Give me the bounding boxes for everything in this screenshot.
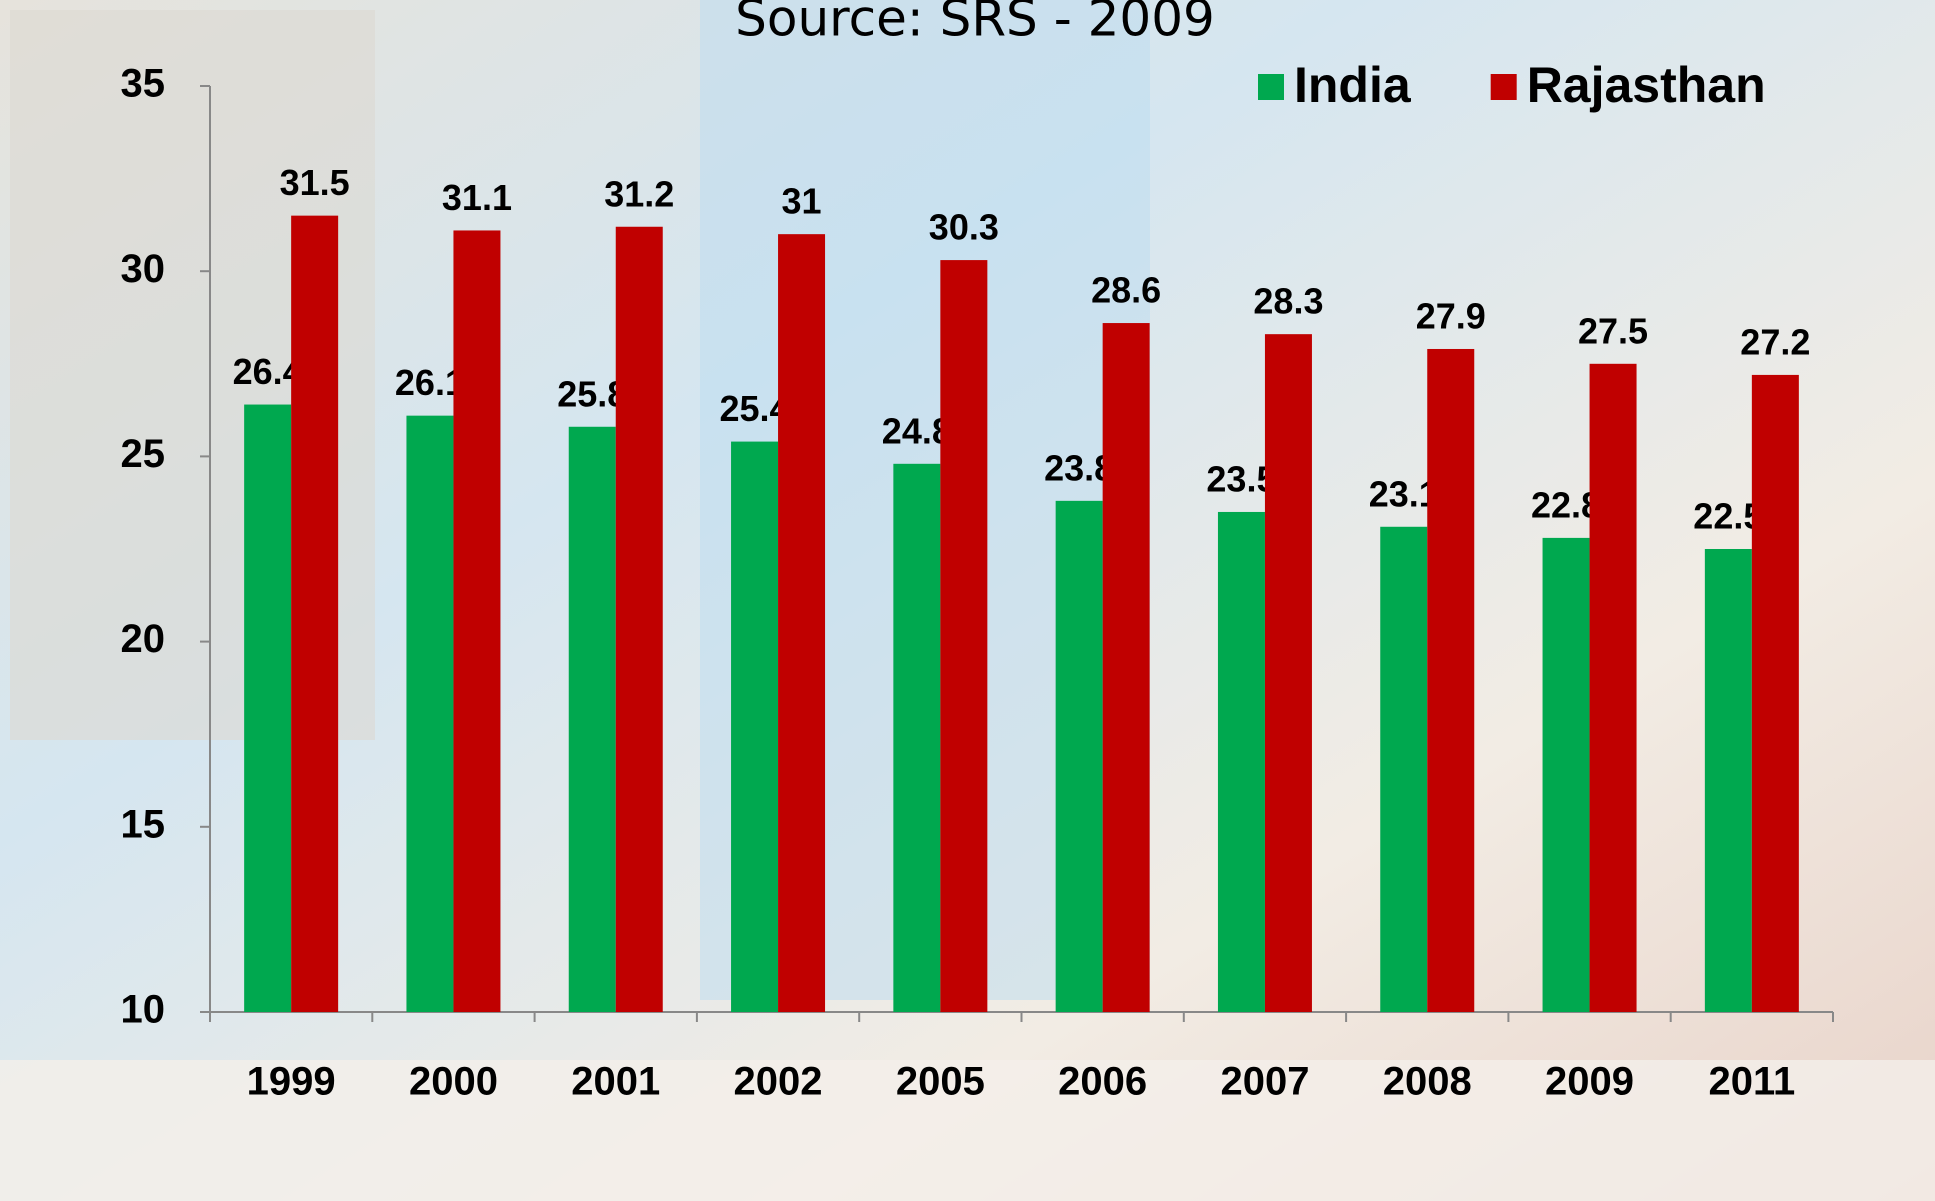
bar <box>1751 374 1799 1012</box>
x-tick-label: 2007 <box>1220 1060 1309 1104</box>
bar <box>1380 526 1428 1012</box>
bar <box>893 463 941 1013</box>
value-label: 31.1 <box>442 177 512 218</box>
bar <box>778 234 826 1012</box>
value-label: 25.8 <box>557 373 627 414</box>
value-label: 23.8 <box>1044 447 1114 488</box>
bar <box>940 260 988 1012</box>
value-label: 23.5 <box>1206 458 1276 499</box>
y-tick-label: 35 <box>121 62 166 106</box>
bar <box>244 404 292 1012</box>
value-label: 28.6 <box>1091 270 1161 311</box>
bar <box>1217 511 1265 1012</box>
legend-swatch <box>1258 74 1284 100</box>
value-label: 25.4 <box>720 388 790 429</box>
legend-label: India <box>1294 57 1412 113</box>
value-label: 31.2 <box>604 173 674 214</box>
y-tick-label: 10 <box>121 988 166 1032</box>
x-tick-label: 2001 <box>571 1060 660 1104</box>
value-label: 31 <box>782 181 822 222</box>
bar <box>1264 334 1312 1013</box>
bar <box>1542 537 1590 1012</box>
x-tick-label: 2000 <box>409 1060 498 1104</box>
legend-swatch <box>1490 74 1517 100</box>
bar <box>1427 348 1475 1012</box>
value-label: 23.1 <box>1369 473 1439 514</box>
bar <box>615 226 663 1012</box>
value-label: 26.1 <box>395 362 465 403</box>
value-label: 26.4 <box>233 351 303 392</box>
bar <box>731 441 779 1013</box>
bar <box>1055 500 1103 1012</box>
chart-title: Source: SRS - 2009 <box>735 0 1215 48</box>
background-ground <box>0 1060 1935 1201</box>
bar <box>1589 363 1637 1012</box>
x-tick-label: 2009 <box>1545 1060 1634 1104</box>
value-label: 27.9 <box>1416 295 1486 336</box>
y-tick-label: 15 <box>121 802 166 846</box>
value-label: 27.2 <box>1740 321 1810 362</box>
value-label: 22.8 <box>1531 484 1601 525</box>
value-label: 31.5 <box>280 162 350 203</box>
bar <box>291 215 339 1012</box>
y-tick-label: 25 <box>121 432 166 476</box>
x-tick-label: 2005 <box>896 1060 985 1104</box>
y-tick-label: 20 <box>121 617 166 661</box>
x-tick-label: 2008 <box>1383 1060 1472 1104</box>
bar <box>453 230 501 1012</box>
x-tick-label: 1999 <box>247 1060 336 1104</box>
legend-label: Rajasthan <box>1527 57 1766 113</box>
value-label: 24.8 <box>882 410 952 451</box>
x-tick-label: 2006 <box>1058 1060 1147 1104</box>
bar <box>1102 323 1150 1012</box>
value-label: 30.3 <box>929 207 999 248</box>
value-label: 28.3 <box>1253 281 1323 322</box>
bar <box>1704 549 1752 1012</box>
x-tick-label: 2002 <box>734 1060 823 1104</box>
bar <box>406 415 454 1012</box>
bar <box>568 426 616 1012</box>
x-tick-label: 2011 <box>1708 1060 1795 1104</box>
value-label: 22.5 <box>1693 496 1763 537</box>
value-label: 27.5 <box>1578 310 1648 351</box>
y-tick-label: 30 <box>121 247 166 291</box>
